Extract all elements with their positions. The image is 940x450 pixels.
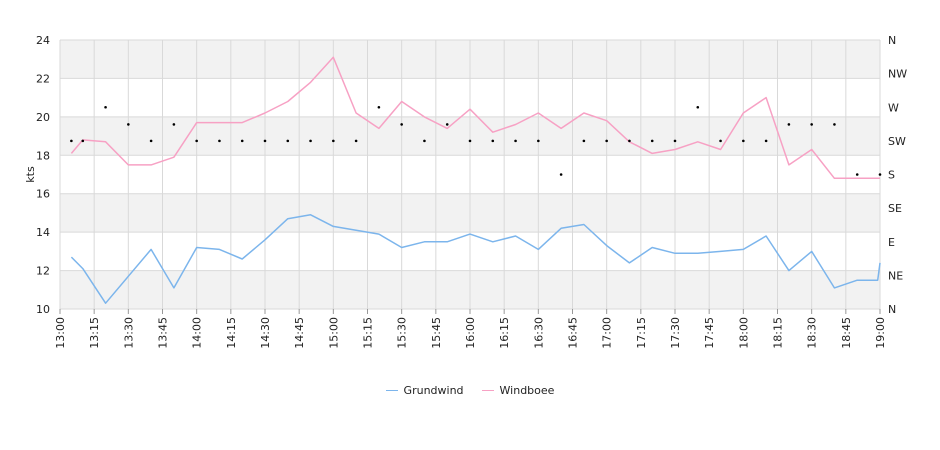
direction-point — [400, 123, 403, 126]
x-tick-label: 19:00 — [874, 317, 887, 349]
x-tick-label: 17:30 — [669, 317, 682, 349]
x-tick-label: 18:00 — [737, 317, 750, 349]
direction-point — [559, 173, 563, 176]
x-tick-label: 16:00 — [464, 317, 477, 349]
direction-point — [81, 139, 85, 143]
y-tick-label: 22 — [36, 72, 50, 85]
x-tick-label: 14:00 — [191, 317, 204, 349]
y-right-tick-label: N — [888, 34, 896, 47]
y-tick-label: 16 — [36, 188, 50, 201]
x-tick-label: 13:45 — [157, 317, 170, 349]
legend: Grundwind Windboee — [0, 384, 940, 397]
grid-lines — [59, 39, 881, 310]
direction-point — [172, 123, 176, 126]
direction-point — [878, 173, 882, 176]
x-tick-label: 18:30 — [806, 317, 819, 349]
direction-point — [764, 139, 768, 143]
direction-point — [514, 139, 517, 143]
direction-point — [104, 105, 107, 109]
y-right-tick-label: SW — [888, 135, 906, 148]
direction-point — [833, 123, 836, 126]
x-tick-label: 13:30 — [122, 317, 135, 349]
direction-point — [673, 139, 677, 143]
x-tick-label: 15:45 — [430, 317, 443, 349]
y-tick-label: 14 — [36, 226, 50, 239]
direction-point — [696, 105, 700, 109]
x-tick-label: 16:15 — [498, 317, 511, 349]
x-tick-label: 13:15 — [88, 317, 101, 349]
direction-point — [127, 123, 130, 126]
y-right-tick-label: N — [888, 303, 896, 316]
direction-point — [855, 173, 859, 176]
series-line-windboee — [70, 56, 880, 180]
direction-point — [286, 139, 290, 143]
x-tick-label: 18:15 — [772, 317, 785, 349]
x-tick-label: 14:45 — [293, 317, 306, 349]
x-tick-label: 17:45 — [703, 317, 716, 349]
direction-point — [628, 139, 631, 143]
direction-point — [218, 139, 221, 143]
x-tick-label: 15:15 — [362, 317, 375, 349]
legend-label-windboee: Windboee — [499, 384, 555, 397]
legend-label-grundwind: Grundwind — [403, 384, 464, 397]
direction-point — [354, 139, 358, 143]
direction-point — [491, 139, 495, 143]
legend-swatch-windboee — [481, 390, 494, 391]
y-axis-title: kts — [24, 166, 37, 183]
direction-point — [309, 139, 312, 143]
y-right-tick-label: NE — [888, 269, 903, 282]
direction-point — [332, 139, 335, 143]
y-tick-label: 12 — [36, 265, 50, 278]
direction-point — [582, 139, 586, 143]
direction-point — [537, 139, 540, 143]
direction-point — [263, 139, 267, 143]
x-tick-label: 15:00 — [327, 317, 340, 349]
x-tick-label: 14:30 — [259, 317, 272, 349]
direction-point — [468, 139, 472, 143]
direction-point — [445, 123, 449, 126]
y-tick-label: 24 — [36, 34, 50, 47]
x-tick-label: 16:45 — [567, 317, 580, 349]
y-right-tick-label: SE — [888, 202, 902, 215]
direction-points — [70, 105, 882, 176]
series-line-grundwind — [70, 214, 881, 304]
direction-point — [195, 139, 198, 143]
y-right-tick-label: W — [888, 101, 899, 114]
x-tick-label: 15:30 — [396, 317, 409, 349]
x-tick-label: 14:15 — [225, 317, 238, 349]
direction-point — [70, 139, 73, 143]
x-axis: 13:00 13:15 13:30 13:45 14:00 14:15 14:30 14:45… — [54, 309, 887, 349]
x-tick-label: 17:15 — [635, 317, 648, 349]
direction-point — [605, 139, 608, 143]
direction-point — [240, 139, 244, 143]
y-right-tick-label: E — [888, 236, 895, 249]
y-right-tick-label: NW — [888, 68, 907, 81]
x-tick-label: 17:00 — [601, 317, 614, 349]
y-tick-label: 10 — [36, 303, 50, 316]
x-tick-label: 18:45 — [840, 317, 853, 349]
direction-point — [742, 139, 745, 143]
y-axis-right-direction: N NE E SE S SW W NW N — [888, 34, 907, 316]
direction-point — [787, 123, 791, 126]
y-right-tick-label: S — [888, 169, 895, 182]
direction-point — [377, 105, 381, 109]
legend-swatch-grundwind — [385, 390, 398, 391]
y-tick-label: 18 — [36, 149, 50, 162]
y-axis-left: 10 12 14 16 18 20 22 24 — [36, 34, 50, 316]
series-lines — [70, 56, 881, 304]
direction-point — [423, 139, 426, 143]
direction-point — [149, 139, 153, 143]
direction-point — [719, 139, 722, 143]
x-tick-label: 16:30 — [532, 317, 545, 349]
legend-item-grundwind[interactable]: Grundwind — [385, 384, 464, 397]
direction-point — [650, 139, 654, 143]
legend-item-windboee[interactable]: Windboee — [481, 384, 555, 397]
y-tick-label: 20 — [36, 111, 50, 124]
x-tick-label: 13:00 — [54, 317, 67, 349]
direction-point — [810, 123, 813, 126]
